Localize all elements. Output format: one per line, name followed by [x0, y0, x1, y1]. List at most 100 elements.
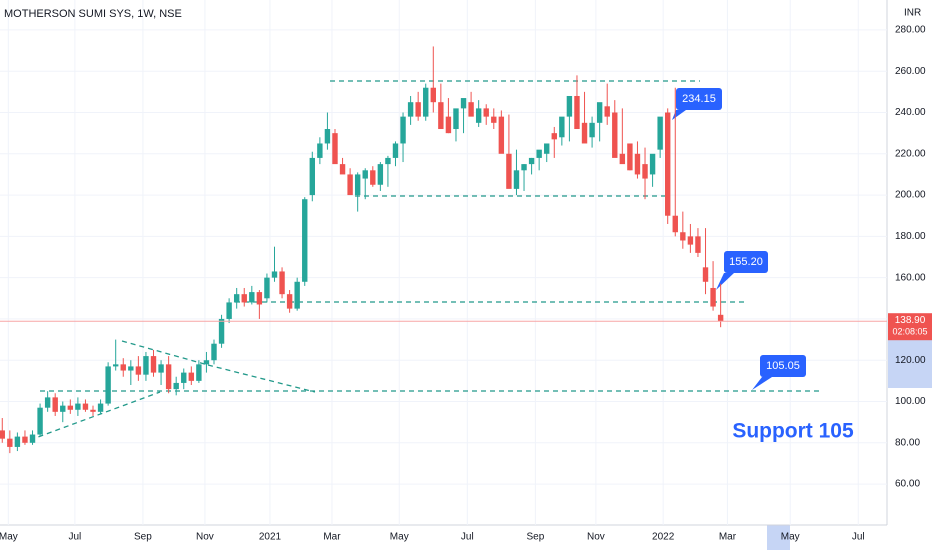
y-tick-label: 100.00 — [895, 396, 926, 407]
candle-body — [627, 143, 633, 171]
candle-body — [687, 236, 694, 245]
x-tick-label: Jul — [461, 532, 474, 543]
y-tick-label: 180.00 — [895, 231, 926, 242]
y-tick-label: 260.00 — [895, 66, 926, 77]
candle-body — [264, 277, 270, 299]
candle-body — [649, 153, 656, 175]
candle-body — [339, 164, 346, 175]
last-price-box — [888, 313, 932, 341]
candle-body — [52, 397, 58, 412]
x-tick-label: Nov — [587, 532, 605, 543]
candle-body — [430, 87, 436, 103]
y-tick-label: 60.00 — [895, 479, 920, 490]
candle-body — [105, 366, 111, 404]
candle-body — [354, 174, 361, 196]
candle-body — [566, 95, 573, 117]
candle-body — [82, 403, 89, 410]
candle-body — [657, 116, 663, 150]
candle-body — [173, 382, 179, 390]
candle-body — [14, 436, 21, 447]
candle-body — [506, 153, 512, 189]
candle-body — [90, 409, 96, 412]
candle-body — [75, 403, 81, 410]
candle-body — [596, 102, 603, 123]
candle-body — [619, 153, 626, 165]
drawings — [29, 80, 820, 441]
candle-body — [29, 434, 36, 443]
y-tick-label: 200.00 — [895, 190, 926, 201]
candle-body — [218, 318, 225, 344]
candle-body — [309, 157, 316, 196]
x-range-highlight — [767, 525, 790, 550]
candle-body — [453, 108, 459, 130]
x-tick-label: Mar — [719, 532, 737, 543]
candle-body — [196, 364, 202, 381]
x-tick-label: May — [0, 532, 18, 543]
callout: 155.20 — [716, 251, 768, 290]
candle-body — [559, 116, 565, 138]
candle-body — [97, 403, 104, 412]
x-tick-label: 2021 — [259, 532, 282, 543]
candle-body — [468, 102, 474, 117]
candle-body — [513, 170, 520, 189]
candle-body — [211, 343, 217, 361]
y-tick-label: 220.00 — [895, 148, 926, 159]
candle-body — [181, 372, 187, 383]
candle-body — [536, 149, 542, 158]
candle-body — [226, 302, 232, 319]
x-tick-label: Sep — [526, 532, 544, 543]
x-tick-label: May — [390, 532, 409, 543]
candle-body — [120, 364, 126, 371]
candle-body — [158, 364, 164, 373]
candle-body — [544, 143, 550, 154]
y-range-highlight — [888, 340, 932, 388]
candle-body — [581, 122, 588, 144]
candle-body — [143, 356, 149, 375]
candle-body — [612, 112, 618, 158]
candle-body — [233, 294, 240, 303]
candle-body — [589, 122, 595, 138]
x-tick-label: Mar — [323, 532, 341, 543]
candle-body — [347, 174, 353, 196]
candle-body — [415, 102, 421, 117]
candle-body — [407, 102, 414, 117]
candle-body — [680, 232, 686, 241]
candle-body — [634, 153, 641, 175]
x-tick-label: May — [781, 532, 800, 543]
annotation: Support 105 — [732, 420, 854, 443]
candle-body — [241, 294, 247, 303]
candle-body — [294, 281, 300, 309]
x-tick-label: Jul — [68, 532, 81, 543]
candle-body — [271, 271, 278, 278]
candle-body — [491, 116, 497, 123]
chart-title: MOTHERSON SUMI SYS, 1W, NSE — [4, 8, 182, 20]
candle-body — [702, 267, 709, 282]
candle-body — [44, 397, 51, 408]
candle-body — [22, 436, 28, 443]
candle-body — [7, 438, 13, 447]
candle-body — [392, 143, 399, 158]
last-price-label: 138.90 — [895, 315, 926, 326]
candle-body — [400, 116, 406, 144]
candle-body — [695, 236, 701, 253]
trend-line — [121, 340, 209, 366]
candle-body — [498, 116, 505, 154]
candle-body — [710, 287, 716, 307]
candle-body — [385, 157, 391, 165]
callout-box — [724, 251, 768, 273]
candle-body — [37, 407, 43, 435]
candle-body — [528, 157, 535, 165]
candle-body — [551, 133, 557, 140]
currency: INR — [904, 8, 921, 19]
callout-text: 105.05 — [766, 360, 800, 372]
candle-body — [165, 364, 172, 390]
y-tick-label: 280.00 — [895, 25, 926, 36]
candle-body — [67, 405, 74, 410]
y-tick-label: 160.00 — [895, 272, 926, 283]
candle-body — [279, 271, 285, 295]
candle-body — [574, 95, 580, 130]
y-tick-label: 80.00 — [895, 437, 920, 448]
candle-body — [717, 314, 724, 322]
